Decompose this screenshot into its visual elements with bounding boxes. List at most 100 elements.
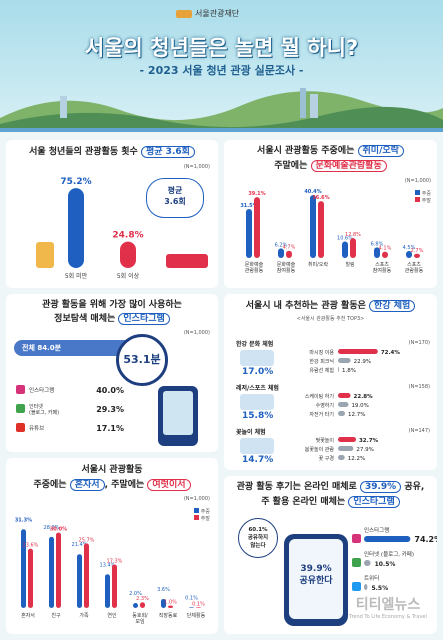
companion-legend: 주중 주말	[194, 508, 210, 522]
rec-item-bar-0-2	[338, 367, 339, 372]
page-title: 서울의 청년들은 놀면 뭘 하니?	[84, 36, 359, 60]
comp-value-4-0: 2.0%	[129, 591, 142, 597]
rec-item-bar-1-2	[338, 411, 345, 416]
comp-bar-1-0	[49, 536, 54, 608]
rec-group-name-0: 한강 문화 체험	[236, 340, 273, 348]
rec-item-label-2-0: 벚꽃놀이	[316, 437, 334, 444]
online-bubble-top-l1: 60.1%	[248, 527, 268, 533]
info-value-0: 40.0%	[96, 386, 124, 395]
comp-value-4-1: 2.3%	[136, 596, 149, 602]
season-cat-1-0: 문화예술	[277, 261, 296, 268]
comp-cat-4-0: 동호회/	[132, 612, 148, 619]
comp-cat-1-0: 친구	[51, 612, 61, 619]
online-title-b: 공유,	[401, 482, 425, 492]
header-banner	[0, 0, 443, 132]
online-bubble-main-l2: 공유한다	[299, 576, 333, 586]
season-bar-2-0	[310, 195, 316, 258]
companion-n: (N=1,000)	[183, 496, 210, 502]
comp-bar-4-0	[133, 602, 138, 608]
rec-item-label-0-1: 한강 피크닉	[309, 358, 334, 365]
rec-group-total-2: 14.7%	[242, 455, 273, 465]
season-value-0-0: 31.5%	[240, 203, 257, 209]
season-value-3-1: 12.8%	[345, 232, 361, 238]
online-title-highlight2: 인스타그램	[348, 496, 400, 508]
season-cat-5-0: 스포츠	[407, 262, 421, 268]
rec-item-value-0-2: 1.8%	[342, 368, 356, 374]
rec-item-bar-0-1	[338, 358, 351, 363]
freq-bar-0	[68, 188, 84, 268]
rec-item-value-1-1: 19.0%	[351, 403, 368, 409]
companion-title-highlight1: 혼자서	[69, 479, 105, 491]
rec-item-label-0-0: 마시징 이용	[309, 349, 334, 356]
online-cat-1: 인터넷 (블로그, 카페)	[364, 550, 414, 558]
page-subtitle: - 2023 서울 청년 관광 실문조사 -	[139, 64, 304, 77]
online-bubble-top-l2: 공유하지	[247, 535, 269, 541]
companion-legend-weekend: 주말	[200, 516, 210, 522]
info-title-l2-highlight: 인스타그램	[118, 313, 170, 325]
season-value-1-0: 6.2%	[275, 242, 288, 248]
season-legend: 주중 주말	[415, 190, 431, 204]
comp-bar-5-0	[161, 598, 166, 608]
season-title-l1-highlight: 취미/오락	[357, 145, 404, 157]
freq-cat-1: 5회 이상	[117, 272, 140, 280]
freq-bubble-line2: 3.6회	[164, 197, 186, 206]
season-cat-4-0: 스포츠	[375, 262, 389, 268]
comp-bar-4-1	[140, 602, 145, 608]
online-bubble-main-l1: 39.9%	[300, 564, 332, 574]
season-bar-4-1	[382, 251, 388, 258]
companion-title-a: 주중에는	[33, 480, 70, 490]
season-cat-0-0: 문화예술	[245, 261, 264, 268]
freq-title-text: 서울 청년들의 관광활동 횟수	[29, 147, 141, 157]
comp-value-6-1: 0.1%	[192, 601, 205, 607]
season-bar-4-0	[374, 247, 380, 258]
companion-legend-weekday: 주중	[200, 509, 210, 515]
rec-item-value-2-0: 32.7%	[359, 438, 379, 444]
online-media-icon-1	[352, 558, 361, 567]
online-chart: 인스타그램 74.2%인터넷 (블로그, 카페) 10.5% 트위터 5.5%	[352, 526, 437, 592]
comp-value-2-1: 25.7%	[79, 537, 95, 543]
season-title-l1-text: 서울시 관광활동 주중에는	[257, 146, 358, 156]
comp-value-3-1: 17.3%	[107, 559, 123, 565]
rec-item-label-1-2: 자전거 타기	[309, 411, 334, 418]
comp-value-1-1: 30.0%	[50, 527, 67, 533]
comp-value-1-0: 28.3%	[44, 525, 60, 531]
freq-n: (N=1,000)	[183, 164, 210, 170]
comp-bar-3-1	[112, 564, 117, 608]
info-clock-value: 53.1분	[123, 353, 161, 366]
comp-value-3-0: 13.4%	[100, 562, 116, 568]
season-cat-2-0: 취미/오락	[308, 261, 328, 268]
season-bar-5-0	[406, 251, 412, 258]
season-value-2-0: 40.4%	[304, 189, 321, 195]
comp-bar-3-0	[105, 574, 110, 608]
rec-item-bar-2-1	[338, 446, 354, 451]
online-title-c: 주 활용 온라인 매체는	[261, 497, 349, 507]
rec-item-bar-0-0	[338, 349, 378, 354]
info-media-icon-0	[16, 385, 25, 394]
online-media-icon-0	[352, 534, 361, 543]
info-chart: 인스타그램 40.0% 인터넷(블로그, 카페) 29.3% 유튜브 17.1%	[16, 385, 124, 433]
online-bar-2	[364, 584, 368, 590]
season-n: (N=1,000)	[404, 178, 431, 184]
rec-item-value-1-0: 22.8%	[354, 394, 374, 400]
season-value-4-0: 6.8%	[371, 241, 384, 247]
freq-title-highlight: 평균 3.6회	[140, 146, 195, 158]
rec-group-n-0: (N=170)	[409, 340, 430, 346]
comp-bar-0-0	[21, 529, 26, 608]
logo: 서울관광재단	[176, 8, 239, 19]
info-cat-1-0: 인터넷	[29, 403, 43, 410]
companion-panel: 서울시 관광활동 주중에는 혼자서, 주말에는 여럿이서 (N=1,000) 주…	[6, 458, 218, 634]
rec-group-total-1: 15.8%	[242, 411, 273, 421]
companion-title-line2: 주중에는 혼자서, 주말에는 여럿이서	[6, 479, 218, 492]
online-value-0: 74.2%	[414, 535, 437, 544]
info-total-bar: 전체 84.0분	[14, 340, 132, 356]
rec-item-value-2-1: 27.9%	[356, 447, 373, 453]
comp-cat-3-0: 연인	[107, 612, 117, 619]
rec-group-n-1: (N=158)	[409, 384, 430, 390]
season-cat-3-0: 힐링	[345, 261, 354, 268]
info-cat-0: 인스타그램	[29, 386, 54, 394]
season-cat-0-1: 관람활동	[245, 267, 264, 274]
season-legend-weekend: 주말	[421, 198, 431, 204]
season-cat-1-1: 참여활동	[277, 267, 296, 274]
companion-title-b: , 주말에는	[104, 480, 148, 490]
online-phone-icon: 39.9% 공유한다	[284, 534, 348, 626]
